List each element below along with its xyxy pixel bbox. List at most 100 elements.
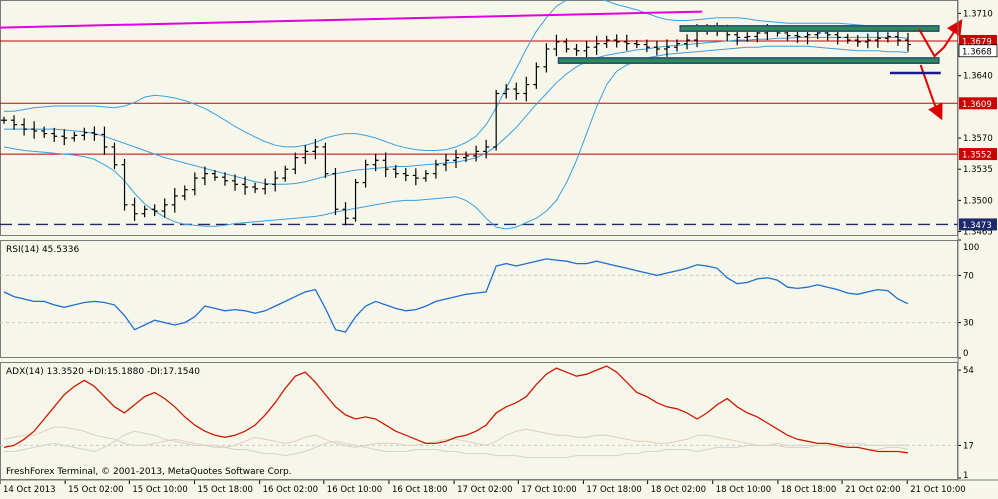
price-bar <box>242 176 249 195</box>
time-tick-label: 17 Oct 10:00 <box>521 485 576 495</box>
price-bar <box>362 159 369 188</box>
price-bar <box>372 153 379 172</box>
level-label: 1.3679 <box>962 37 992 47</box>
zone-box-1 <box>557 57 940 64</box>
price-bar <box>473 145 480 162</box>
level-label: 1.3473 <box>962 221 992 231</box>
price-bar <box>603 35 610 48</box>
adx-tick-label: 54 <box>963 366 974 376</box>
price-bar <box>161 198 168 218</box>
time-tick-label: 17 Oct 02:00 <box>457 485 512 495</box>
time-tick-label: 15 Oct 18:00 <box>197 485 252 495</box>
time-tick-label: 14 Oct 2013 <box>3 485 56 495</box>
projection-arrow-0 <box>918 19 963 58</box>
price-bar <box>262 178 269 195</box>
price-bar <box>211 170 218 181</box>
price-bar <box>553 34 560 57</box>
price-bar <box>563 38 570 53</box>
level-label-box <box>959 34 997 47</box>
price-bar <box>352 179 359 222</box>
price-bar <box>31 121 38 139</box>
price-bar <box>864 33 871 49</box>
time-tick-label: 21 Oct 02:00 <box>845 485 900 495</box>
price-bar <box>232 174 239 191</box>
price-bar <box>282 165 289 182</box>
price-tick-label: 1.3710 <box>963 9 993 19</box>
price-bar <box>673 39 680 52</box>
rsi-tick-label: 30 <box>963 319 974 329</box>
price-bar <box>111 142 118 170</box>
level-label: 1.3609 <box>962 100 992 110</box>
price-bar <box>1 116 7 124</box>
time-tick-label: 15 Oct 10:00 <box>132 485 187 495</box>
price-bar <box>151 204 158 217</box>
price-bar <box>874 30 881 48</box>
price-tick-label: 1.3640 <box>963 72 993 82</box>
price-bar <box>543 43 550 73</box>
price-bar <box>382 152 389 178</box>
price-tick-label: 1.3570 <box>963 134 993 144</box>
time-tick-label: 18 Oct 10:00 <box>716 485 771 495</box>
adx-tick-label: 17 <box>963 441 974 451</box>
time-tick-label: 16 Oct 02:00 <box>263 485 318 495</box>
price-tick-label: 1.3535 <box>963 165 993 175</box>
bollinger-upper <box>4 0 908 151</box>
time-tick-label: 21 Oct 10:00 <box>910 485 965 495</box>
price-bar <box>412 168 419 186</box>
channel-line <box>0 10 703 29</box>
price-bar <box>593 35 600 56</box>
time-tick-label: 15 Oct 02:00 <box>68 485 123 495</box>
price-bar <box>91 126 98 141</box>
price-bar <box>121 159 128 211</box>
time-tick-label: 16 Oct 18:00 <box>392 485 447 495</box>
level-label-box <box>959 148 997 161</box>
price-panel: 1.3710 1.3640 1.3570 1.3535 1.3500 1.3465 1.36… <box>0 0 998 238</box>
adx-series-line <box>3 426 909 450</box>
adx-panel: ADX(14) 13.3520 +DI:15.1880 -DI:17.1540 … <box>0 365 974 481</box>
price-bar <box>332 167 339 215</box>
price-bar <box>643 39 650 53</box>
level-label-box <box>959 218 997 231</box>
price-bar <box>684 34 691 50</box>
price-bar <box>905 32 911 52</box>
time-tick-label: 17 Oct 18:00 <box>586 485 641 495</box>
level-label-box <box>959 97 997 110</box>
zone-box-0 <box>679 25 940 32</box>
price-bar <box>894 30 901 46</box>
rsi-title: RSI(14) 45.5336 <box>6 245 79 255</box>
rsi-tick-label: 100 <box>963 243 979 253</box>
price-bar <box>442 153 449 172</box>
price-bar <box>81 127 88 141</box>
price-bar <box>181 185 188 201</box>
price-bar <box>322 142 329 178</box>
price-bar <box>21 118 28 136</box>
time-tick-label: 18 Oct 18:00 <box>781 485 836 495</box>
price-bar <box>633 40 640 49</box>
price-bar <box>101 126 108 155</box>
price-bar <box>573 43 580 56</box>
price-bar <box>663 39 670 57</box>
adx-title: ADX(14) 13.3520 +DI:15.1880 -DI:17.1540 <box>6 367 200 377</box>
price-bar <box>171 188 178 213</box>
rsi-line <box>3 258 909 333</box>
time-axis: 14 Oct 2013 15 Oct 02:00 15 Oct 10:00 15 Oc… <box>0 480 966 495</box>
time-tick-label: 18 Oct 02:00 <box>651 485 706 495</box>
price-bar <box>613 34 620 48</box>
price-bar <box>131 197 138 221</box>
projection-arrow-1 <box>919 64 943 121</box>
rsi-panel: RSI(14) 45.5336 100 70 30 0 <box>0 239 979 359</box>
price-bar <box>201 166 208 186</box>
time-tick-label: 16 Oct 10:00 <box>327 485 382 495</box>
price-bar <box>884 32 891 43</box>
price-bar <box>844 33 851 44</box>
price-tick-label: 1.3500 <box>963 196 993 206</box>
rsi-tick-label: 70 <box>963 271 974 281</box>
price-bar <box>51 127 58 142</box>
price-bar <box>653 40 660 56</box>
price-bar <box>191 172 198 196</box>
price-bar <box>463 151 470 162</box>
copyright-text: FreshForex Terminal, © 2001-2013, MetaQu… <box>6 467 292 477</box>
price-tick-label: 1.3465 <box>963 228 993 238</box>
price-bar <box>221 172 228 186</box>
